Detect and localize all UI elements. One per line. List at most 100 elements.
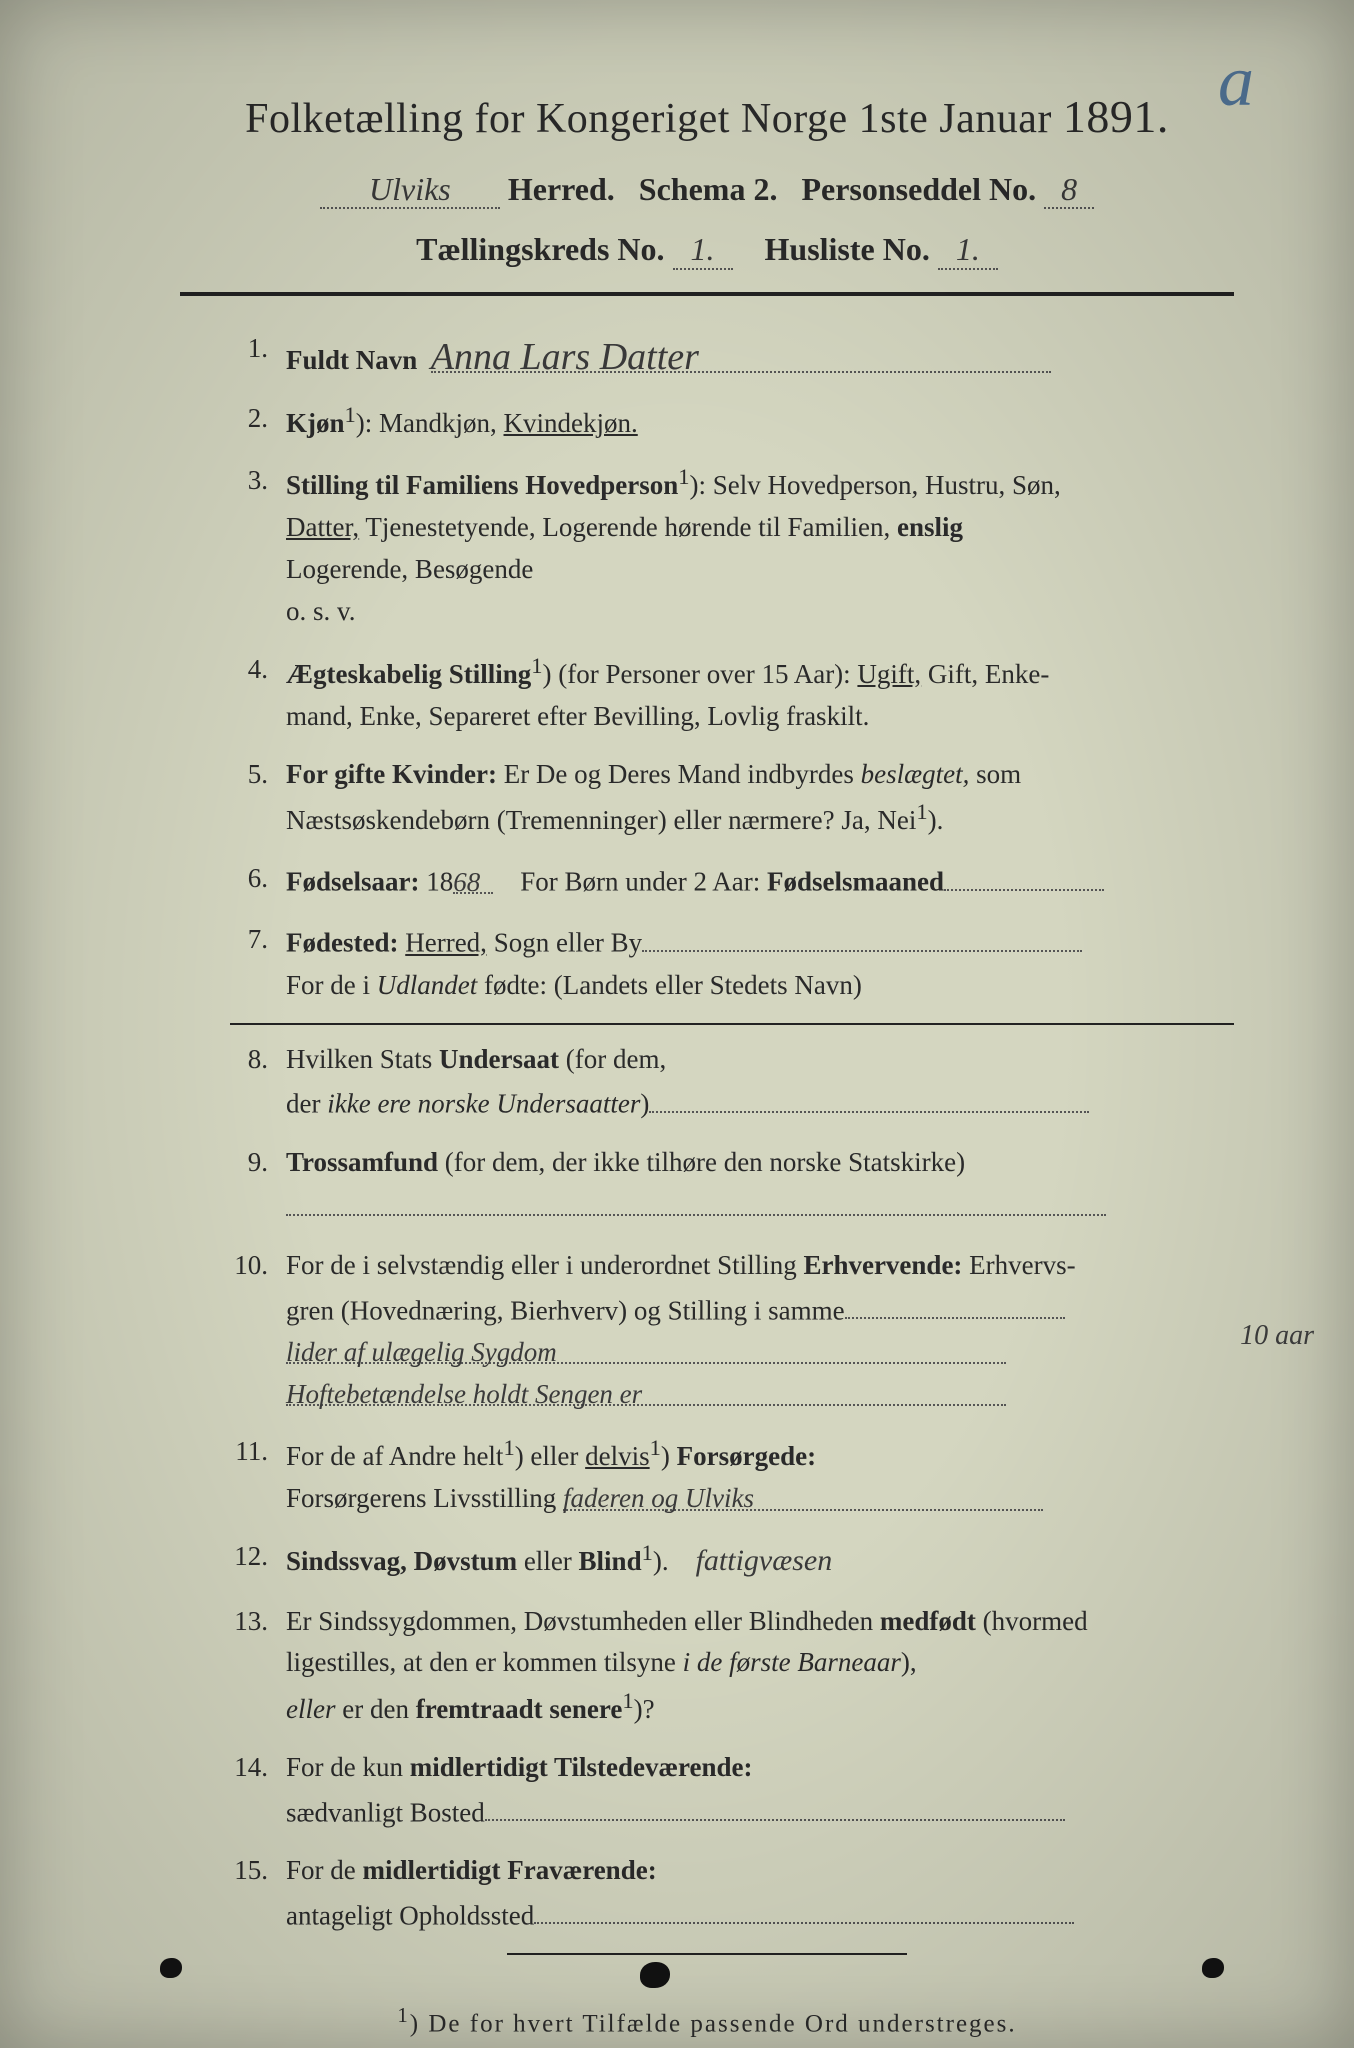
text: For de kun	[286, 1752, 410, 1782]
text: Er Sindssygdommen, Døvstumheden eller Bl…	[286, 1606, 880, 1636]
footnote-text: ) De for hvert Tilfælde passende Ord und…	[410, 2011, 1017, 2038]
handwritten-value: fattigvæsen	[696, 1544, 833, 1577]
page-title: Folketælling for Kongeriget Norge 1ste J…	[180, 90, 1234, 143]
row-content: For de kun midlertidigt Tilstedeværende:…	[286, 1747, 1234, 1834]
kreds-no: 1.	[673, 231, 733, 269]
text: )	[661, 1441, 677, 1471]
row-10: 10. For de i selvstændig eller i underor…	[230, 1245, 1234, 1416]
personseddel-label: Personseddel No.	[801, 171, 1036, 207]
text: ikke ere norske Undersaatter	[327, 1089, 640, 1119]
text: ).	[653, 1546, 669, 1576]
text: gren (Hovednæring, Bierhverv) og Stillin…	[286, 1295, 845, 1325]
name-value: Anna Lars Datter	[431, 328, 1051, 374]
personseddel-no: 8	[1044, 171, 1094, 209]
text: Logerende, Besøgende	[286, 554, 533, 584]
field-label: medfødt	[880, 1606, 976, 1636]
title-year: 1891.	[1063, 91, 1169, 142]
row-num: 7.	[230, 919, 286, 1006]
text: Tjenestetyende, Logerende hørende til Fa…	[359, 512, 897, 542]
row-content: Stilling til Familiens Hovedperson1): Se…	[286, 460, 1234, 632]
row-2: 2. Kjøn1): Mandkjøn, Kvindekjøn.	[230, 398, 1234, 445]
row-content: For de i selvstændig eller i underordnet…	[286, 1245, 1234, 1416]
text: som	[969, 759, 1021, 789]
text: enslig	[897, 512, 963, 542]
row-8: 8. Hvilken Stats Undersaat (for dem, der…	[230, 1039, 1234, 1126]
row-num: 14.	[230, 1747, 286, 1834]
blank-field	[485, 1789, 1065, 1821]
blank-field	[642, 919, 1082, 951]
text: er den	[335, 1694, 415, 1724]
row-num: 15.	[230, 1850, 286, 1937]
blank-field	[845, 1287, 1065, 1319]
field-label: Fødested:	[286, 928, 398, 958]
row-content: Sindssvag, Døvstum eller Blind1). fattig…	[286, 1536, 1234, 1585]
ink-blot	[640, 1962, 670, 1988]
field-label: Erhvervende:	[803, 1250, 962, 1280]
row-content: Kjøn1): Mandkjøn, Kvindekjøn.	[286, 398, 1234, 445]
sup: 1	[650, 1435, 661, 1460]
sup: 1	[397, 2003, 409, 2027]
text: Hvilken Stats	[286, 1044, 439, 1074]
row-content: Er Sindssygdommen, Døvstumheden eller Bl…	[286, 1601, 1234, 1732]
sup: 1	[345, 402, 356, 427]
text: antageligt Opholdssted	[286, 1900, 534, 1930]
text: (for dem,	[559, 1044, 666, 1074]
divider-top	[180, 292, 1234, 296]
row-12: 12. Sindssvag, Døvstum eller Blind1). fa…	[230, 1536, 1234, 1585]
selected-option: Ugift,	[857, 659, 921, 689]
text: Forsørgerens Livsstilling	[286, 1483, 556, 1513]
selected-option: Kvindekjøn.	[504, 408, 638, 438]
sup: 1	[642, 1540, 653, 1565]
field-label: For gifte Kvinder:	[286, 759, 497, 789]
text: Er De og Deres Mand indbyrdes	[497, 759, 861, 789]
text: Sogn eller By	[487, 928, 642, 958]
row-num: 2.	[230, 398, 286, 445]
text: Gift, Enke-	[921, 659, 1049, 689]
year-prefix: 18	[426, 867, 453, 897]
text: ) eller	[515, 1441, 585, 1471]
row-content: Trossamfund (for dem, der ikke tilhøre d…	[286, 1142, 1234, 1229]
row-content: For gifte Kvinder: Er De og Deres Mand i…	[286, 754, 1234, 843]
husliste-label: Husliste No.	[765, 231, 930, 267]
text: For de	[286, 1855, 363, 1885]
field-label: Forsørgede:	[677, 1441, 816, 1471]
kreds-label: Tællingskreds No.	[416, 231, 664, 267]
title-main: Folketælling for Kongeriget Norge 1ste J…	[245, 96, 1052, 142]
footnote: 1) De for hvert Tilfælde passende Ord un…	[180, 2003, 1234, 2038]
text: )	[640, 1089, 649, 1119]
row-6: 6. Fødselsaar: 1868 For Børn under 2 Aar…	[230, 858, 1234, 903]
field-label: Fødselsmaaned	[767, 867, 944, 897]
field-label: Fuldt Navn	[286, 345, 417, 375]
field-label: Undersaat	[439, 1044, 559, 1074]
text: mand, Enke, Separeret efter Bevilling, L…	[286, 701, 869, 731]
row-num: 1.	[230, 328, 286, 382]
blank-field	[944, 858, 1104, 890]
handwritten-value: Hoftebetændelse holdt Sengen er	[286, 1374, 1006, 1406]
row-3: 3. Stilling til Familiens Hovedperson1):…	[230, 460, 1234, 632]
field-label: Stilling til Familiens Hovedperson	[286, 470, 678, 500]
text: ): Selv Hovedperson, Hustru, Søn,	[690, 470, 1061, 500]
ink-blot	[160, 1958, 182, 1978]
row-num: 5.	[230, 754, 286, 843]
text: For de af Andre helt	[286, 1441, 503, 1471]
row-content: Fødselsaar: 1868 For Børn under 2 Aar: F…	[286, 858, 1234, 903]
form-body: 1. Fuldt Navn Anna Lars Datter 2. Kjøn1)…	[230, 328, 1234, 1938]
handwritten-value: faderen og Ulviks	[563, 1478, 1043, 1510]
row-content: Fødested: Herred, Sogn eller By For de i…	[286, 919, 1234, 1006]
divider	[230, 1023, 1234, 1025]
text: For de i	[286, 970, 377, 1000]
text: (for dem, der ikke tilhøre den norske St…	[438, 1147, 965, 1177]
sup: 1	[916, 799, 927, 824]
text: eller	[517, 1546, 578, 1576]
text: ligestilles, at den er kommen tilsyne	[286, 1647, 683, 1677]
row-content: Fuldt Navn Anna Lars Datter	[286, 328, 1234, 382]
field-label: Trossamfund	[286, 1147, 438, 1177]
row-13: 13. Er Sindssygdommen, Døvstumheden elle…	[230, 1601, 1234, 1732]
text: ) (for Personer over 15 Aar):	[543, 659, 858, 689]
text: fødte: (Landets eller Stedets Navn)	[477, 970, 862, 1000]
row-1: 1. Fuldt Navn Anna Lars Datter	[230, 328, 1234, 382]
herred-value: Ulviks	[320, 171, 500, 209]
text: ).	[928, 805, 944, 835]
field-label: Blind	[579, 1546, 642, 1576]
blank-field	[649, 1080, 1089, 1112]
